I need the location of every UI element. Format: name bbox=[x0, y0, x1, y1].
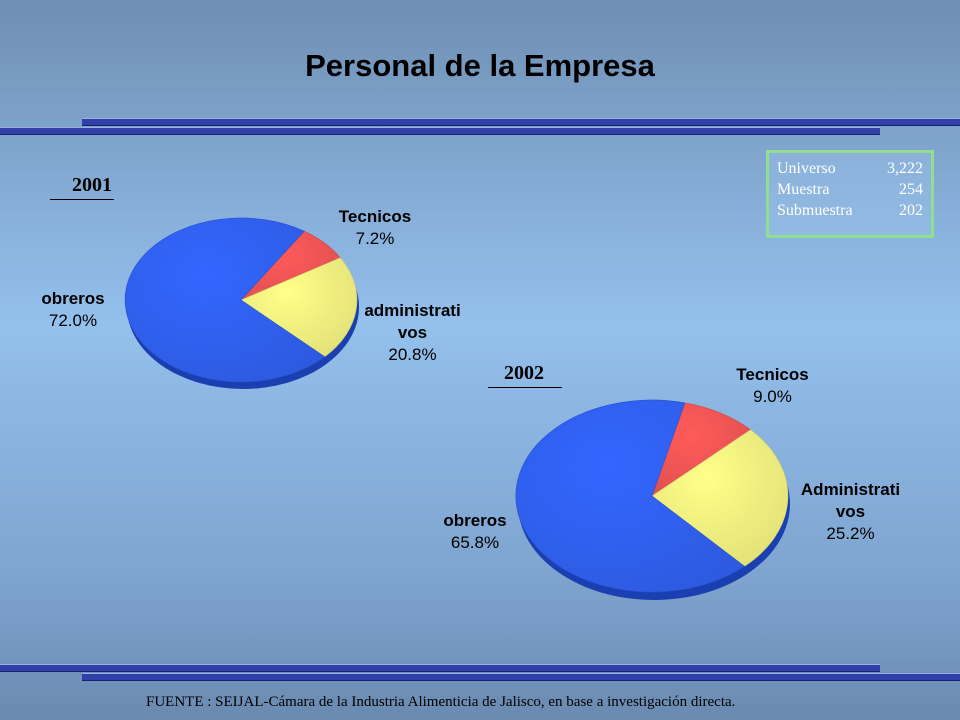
sample-row-universo: Universo 3,222 bbox=[777, 158, 923, 179]
page-title: Personal de la Empresa bbox=[305, 48, 655, 83]
bottom-divider-dark bbox=[82, 673, 960, 681]
sample-label: Muestra bbox=[777, 181, 830, 198]
sample-value: 254 bbox=[899, 181, 923, 198]
top-divider-dark bbox=[82, 118, 960, 126]
chart-title-2002: 2002 bbox=[488, 362, 562, 388]
sample-label: Universo bbox=[777, 160, 836, 177]
sample-size-box: Universo 3,222 Muestra 254 Submuestra 20… bbox=[766, 150, 934, 238]
sample-value: 3,222 bbox=[887, 160, 923, 177]
sample-row-submuestra: Submuestra 202 bbox=[777, 200, 923, 221]
bottom-divider-left bbox=[0, 664, 880, 672]
label-2001-administrativos: administrati vos 20.8% bbox=[364, 301, 461, 364]
pie-slice-2002-obreros bbox=[515, 399, 746, 593]
sample-label: Submuestra bbox=[777, 202, 853, 219]
top-divider-left bbox=[0, 127, 880, 135]
label-2002-obreros: obreros 65.8% bbox=[443, 511, 507, 552]
sample-value: 202 bbox=[899, 202, 923, 219]
pie-slice-2001-obreros bbox=[124, 217, 326, 383]
label-2001-obreros: obreros 72.0% bbox=[41, 289, 105, 330]
label-2002-administrativos: Administrati vos 25.2% bbox=[800, 480, 901, 543]
pie-slice-2002-administrativos bbox=[651, 429, 789, 567]
chart-title-2001: 2001 bbox=[50, 174, 114, 200]
source-note: FUENTE : SEIJAL-Cámara de la Industria A… bbox=[146, 694, 736, 710]
pie-slice-2001-administrativos bbox=[240, 257, 358, 358]
label-2002-tecnicos: Tecnicos 9.0% bbox=[736, 365, 809, 406]
sample-row-muestra: Muestra 254 bbox=[777, 179, 923, 200]
label-2001-tecnicos: Tecnicos 7.2% bbox=[338, 207, 412, 248]
